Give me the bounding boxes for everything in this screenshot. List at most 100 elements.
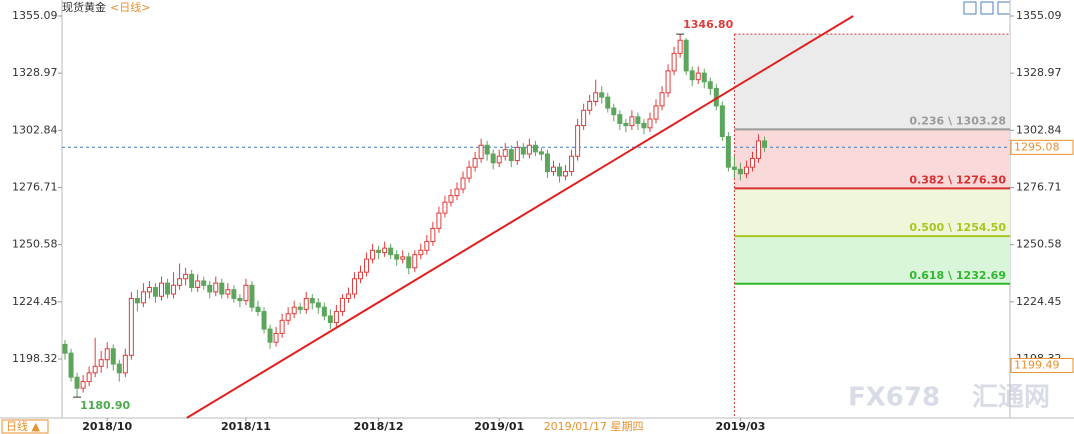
tool-icon[interactable] bbox=[980, 1, 994, 15]
y-tick-label: 1250.58 bbox=[1016, 238, 1062, 251]
fib-zone bbox=[734, 34, 1010, 130]
candle-body bbox=[104, 348, 110, 361]
watermark: 汇通网 bbox=[972, 383, 1050, 413]
candle-body bbox=[665, 70, 671, 94]
candle-body bbox=[110, 348, 116, 365]
candle-body bbox=[255, 306, 261, 313]
candle-body bbox=[725, 136, 731, 168]
candle-body bbox=[364, 258, 370, 273]
candle-body bbox=[496, 155, 502, 164]
annotation-label: 1346.80 bbox=[683, 18, 733, 31]
candle-body bbox=[219, 282, 225, 295]
fib-zone bbox=[734, 129, 1010, 189]
candle-body bbox=[689, 70, 695, 81]
candle-body bbox=[677, 39, 683, 54]
period-button-label[interactable]: 日线 ▲ bbox=[6, 419, 40, 433]
candle-body bbox=[345, 293, 351, 299]
candle-body bbox=[285, 313, 291, 321]
candle-body bbox=[177, 278, 183, 286]
candle-body bbox=[351, 278, 357, 295]
candle-body bbox=[273, 332, 279, 343]
candle-body bbox=[140, 291, 146, 304]
candle-body bbox=[333, 311, 339, 324]
candle-body bbox=[454, 188, 460, 197]
candle-body bbox=[315, 302, 321, 308]
y-tick-label: 1276.71 bbox=[12, 180, 58, 193]
candle-body bbox=[92, 365, 98, 374]
candle-body bbox=[544, 153, 550, 173]
chart-subtitle: <日线> bbox=[110, 0, 150, 14]
watermark: FX678 bbox=[848, 383, 940, 413]
candle-body bbox=[376, 249, 382, 253]
candle-body bbox=[756, 140, 762, 159]
y-tick-label: 1328.97 bbox=[1016, 66, 1062, 79]
candle-body bbox=[394, 254, 400, 260]
candle-body bbox=[424, 241, 430, 251]
tool-icon[interactable] bbox=[997, 1, 1011, 15]
candle-body bbox=[237, 297, 243, 302]
price-tag-label: 1199.49 bbox=[1014, 358, 1060, 371]
candle-body bbox=[532, 144, 538, 153]
candle-body bbox=[587, 101, 593, 111]
candle-body bbox=[321, 306, 327, 317]
candle-body bbox=[653, 105, 659, 120]
candle-body bbox=[623, 122, 629, 127]
candle-body bbox=[605, 96, 611, 109]
candle-body bbox=[707, 81, 713, 89]
candle-body bbox=[508, 149, 514, 162]
candle-body bbox=[737, 168, 743, 175]
candle-body bbox=[406, 256, 412, 269]
candle-body bbox=[569, 155, 575, 173]
candle-body bbox=[557, 166, 563, 177]
y-tick-label: 1302.84 bbox=[1016, 123, 1062, 136]
candle-body bbox=[165, 282, 171, 295]
candle-body bbox=[671, 52, 677, 72]
x-tick-label: 2018/11 bbox=[221, 420, 271, 433]
candle-body bbox=[98, 359, 104, 367]
candle-body bbox=[152, 287, 158, 297]
candle-body bbox=[225, 289, 231, 295]
candle-body bbox=[370, 249, 376, 260]
candle-body bbox=[183, 273, 189, 280]
y-tick-label: 1355.09 bbox=[1016, 9, 1062, 22]
candle-body bbox=[400, 256, 406, 260]
y-tick-label: 1250.58 bbox=[12, 238, 58, 251]
candle-body bbox=[520, 146, 526, 155]
tool-icon[interactable] bbox=[963, 1, 977, 15]
candle-body bbox=[647, 118, 653, 129]
candle-body bbox=[659, 92, 665, 107]
candle-body bbox=[514, 146, 520, 162]
candle-body bbox=[74, 376, 80, 389]
candle-body bbox=[526, 144, 532, 155]
candle-body bbox=[538, 151, 544, 155]
candle-body bbox=[309, 297, 315, 304]
candle-body bbox=[448, 195, 454, 203]
candle-body bbox=[484, 144, 490, 155]
candle-body bbox=[86, 372, 92, 383]
y-tick-label: 1224.45 bbox=[12, 295, 58, 308]
candle-body bbox=[201, 280, 207, 286]
candle-body bbox=[80, 381, 86, 389]
candle-body bbox=[478, 144, 484, 159]
y-tick-label: 1224.45 bbox=[1016, 295, 1062, 308]
candle-body bbox=[502, 149, 508, 157]
fib-label: 0.500 \ 1254.50 bbox=[909, 221, 1006, 234]
candle-body bbox=[701, 72, 707, 83]
candle-body bbox=[116, 363, 122, 374]
y-tick-label: 1198.32 bbox=[12, 352, 58, 365]
trend-line bbox=[186, 15, 854, 419]
fib-label: 0.382 \ 1276.30 bbox=[909, 173, 1006, 186]
x-tick-label: 2018/12 bbox=[354, 420, 404, 433]
candle-body bbox=[159, 282, 165, 297]
candle-body bbox=[635, 116, 641, 124]
toolbar bbox=[963, 1, 1011, 15]
candle-body bbox=[418, 249, 424, 256]
candle-body bbox=[297, 306, 303, 310]
candle-body bbox=[436, 212, 442, 229]
period-button[interactable] bbox=[1, 419, 49, 434]
candle-body bbox=[430, 227, 436, 243]
candle-body bbox=[291, 306, 297, 315]
price-tag bbox=[1010, 357, 1074, 373]
candle-body bbox=[171, 284, 177, 295]
candle-body bbox=[261, 311, 267, 330]
